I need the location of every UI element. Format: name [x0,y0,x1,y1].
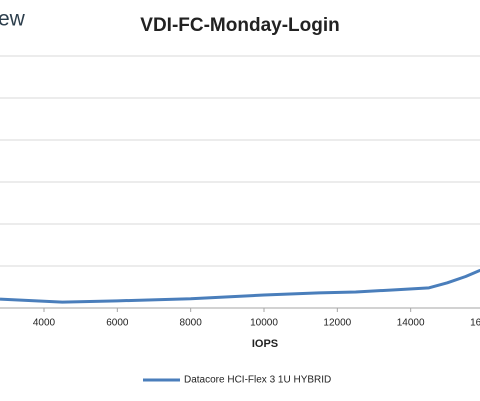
logo: ew [0,8,26,31]
x-tick-label: 16000 [470,318,480,329]
data-line [0,268,480,304]
x-axis-label: IOPS [252,338,278,350]
chart-title: VDI-FC-Monday-Login [140,15,339,36]
x-tick-label: 12000 [323,318,351,329]
x-tick-label: 14000 [397,318,425,329]
legend-label: Datacore HCI-Flex 3 1U HYBRID [184,375,331,386]
x-tick-label: 4000 [33,318,56,329]
x-tick-label: 8000 [180,318,203,329]
x-tick-label: 6000 [106,318,129,329]
x-tick-label: 10000 [250,318,278,329]
